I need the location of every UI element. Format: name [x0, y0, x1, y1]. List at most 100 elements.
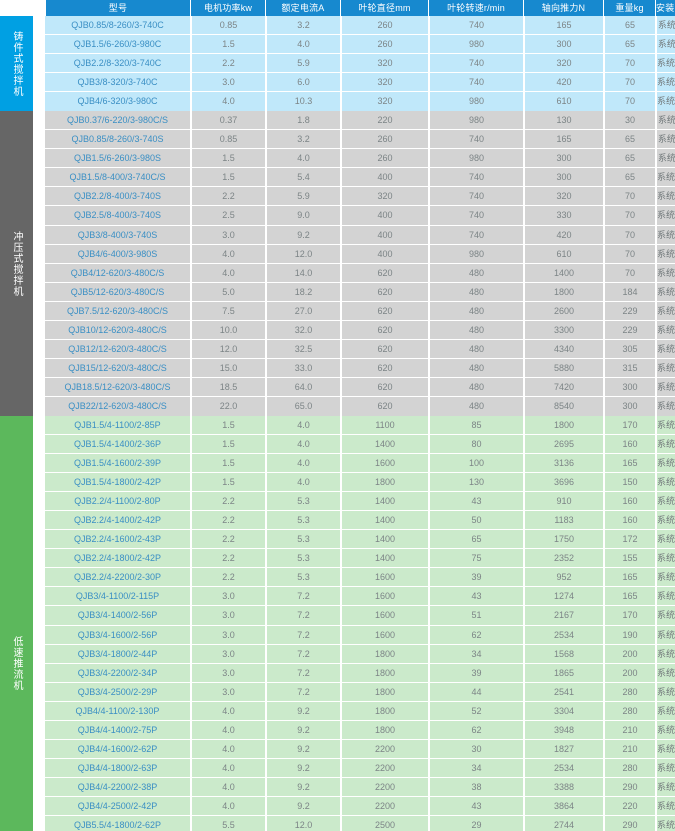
- table-row[interactable]: QJB3/4-1600/2-56P 3.07.21600622534190系统Ⅳ: [45, 625, 675, 645]
- cell-install-system: 系统Ⅳ: [655, 587, 675, 606]
- table-row[interactable]: QJB2.2/4-1100/2-80P 2.25.3140043910160系统Ⅳ: [45, 492, 675, 512]
- cell-axial-thrust: 7420: [523, 377, 603, 396]
- table-row[interactable]: QJB5/12-620/3-480C/S 5.0 18.2 620 480 1800 184…: [45, 282, 675, 302]
- table-row[interactable]: QJB4/6-320/3-980C 4.010.332098061070系统Ⅱ: [45, 92, 675, 112]
- cell-impeller-diameter: 1400: [340, 492, 428, 511]
- table-row[interactable]: QJB2.2/4-1400/2-42P 2.2 5.3 1400 50 1183 160 系统…: [45, 511, 675, 531]
- cell-impeller-speed: 51: [428, 606, 523, 625]
- table-row[interactable]: QJB4/4-1400/2-75P 4.09.21800623948210系统Ⅳ: [45, 720, 675, 740]
- cell-rated-current: 5.3: [265, 549, 340, 568]
- table-row[interactable]: QJB2.2/4-2200/2-30P 2.25.3160039952165系统Ⅳ: [45, 568, 675, 588]
- table-row[interactable]: QJB10/12-620/3-480C/S 10.0 32.0 620 480 3300 2…: [45, 320, 675, 340]
- table-row[interactable]: QJB15/12-620/3-480C/S 15.0 33.0 620 480 5880 3…: [45, 358, 675, 378]
- table-row[interactable]: QJB2.2/4-1600/2-43P 2.2 5.3 1400 65 1750 172 系统…: [45, 530, 675, 550]
- table-row[interactable]: QJB0.37/6-220/3-980C/S 0.37 1.8 220 980 130 30…: [45, 111, 675, 131]
- cell-weight: 172: [603, 530, 655, 549]
- table-row[interactable]: QJB1.5/6-260/3-980S 1.54.026098030065系统Ⅰ: [45, 149, 675, 169]
- cell-impeller-speed: 980: [428, 111, 523, 130]
- cell-install-system: 系统Ⅳ: [655, 663, 675, 682]
- cell-weight: 315: [603, 358, 655, 377]
- cell-install-system: 系统Ⅱ: [655, 244, 675, 263]
- cell-impeller-speed: 39: [428, 663, 523, 682]
- cell-install-system: 系统Ⅱ: [655, 339, 675, 358]
- cell-motor-power: 1.5: [190, 149, 265, 168]
- cell-install-system: 系统Ⅳ: [655, 701, 675, 720]
- table-row[interactable]: QJB2.5/8-400/3-740S 2.59.040074033070系统Ⅱ: [45, 206, 675, 226]
- cell-rated-current: 4.0: [265, 415, 340, 435]
- cell-model: QJB3/4-1400/2-56P: [77, 610, 158, 621]
- cell-axial-thrust: 1274: [523, 587, 603, 606]
- cell-model: QJB5/12-620/3-480C/S: [70, 286, 165, 297]
- table-row[interactable]: QJB1.5/4-1100/2-85P 1.5 4.0 1100 85 1800 170 系统…: [45, 415, 675, 436]
- cell-model: QJB4/6-320/3-980C: [77, 96, 158, 107]
- cell-impeller-diameter: 2200: [340, 777, 428, 796]
- table-row[interactable]: QJB22/12-620/3-480C/S 22.0 65.0 620 480 8540 3…: [45, 396, 675, 416]
- table-row[interactable]: QJB1.5/8-400/3-740C/S 1.5 5.4 400 740 300 65 系统…: [45, 168, 675, 188]
- cell-weight: 290: [603, 777, 655, 796]
- cell-rated-current: 10.3: [265, 92, 340, 112]
- cell-axial-thrust: 300: [523, 168, 603, 187]
- table-row[interactable]: QJB12/12-620/3-480C/S 12.0 32.5 620 480 4340 3…: [45, 339, 675, 359]
- cell-impeller-speed: 480: [428, 339, 523, 358]
- table-row[interactable]: QJB3/4-1800/2-44P 3.07.21800341568200系统Ⅳ: [45, 644, 675, 664]
- cell-impeller-diameter: 1400: [340, 435, 428, 454]
- cell-rated-current: 9.2: [265, 225, 340, 244]
- table-row[interactable]: QJB3/4-1100/2-115P 3.07.21600431274165系统Ⅳ: [45, 587, 675, 607]
- cell-impeller-speed: 65: [428, 530, 523, 549]
- cell-impeller-speed: 34: [428, 644, 523, 663]
- cell-axial-thrust: 1865: [523, 663, 603, 682]
- table-row[interactable]: QJB3/8-320/3-740C 3.06.032074042070系统Ⅱ: [45, 73, 675, 93]
- cell-impeller-speed: 740: [428, 206, 523, 225]
- table-row[interactable]: QJB1.5/4-1400/2-36P 1.5 4.0 1400 80 2695 160 系统…: [45, 435, 675, 455]
- cell-impeller-diameter: 1600: [340, 587, 428, 606]
- cell-weight: 280: [603, 701, 655, 720]
- table-row[interactable]: QJB4/4-1600/2-62P 4.09.22200301827210系统Ⅳ: [45, 739, 675, 759]
- cell-impeller-speed: 43: [428, 492, 523, 511]
- table-row[interactable]: QJB1.5/4-1800/2-42P 1.5 4.0 1800 130 3696 150 系…: [45, 473, 675, 493]
- table-row[interactable]: QJB4/4-2500/2-42P 4.09.22200433864220系统Ⅳ: [45, 796, 675, 816]
- table-row[interactable]: QJB4/12-620/3-480C/S 4.0 14.0 620 480 1400 70 系…: [45, 263, 675, 283]
- cell-rated-current: 32.5: [265, 339, 340, 358]
- table-row[interactable]: QJB4/4-1800/2-63P 4.09.22200342534280系统Ⅳ: [45, 758, 675, 778]
- cell-axial-thrust: 3304: [523, 701, 603, 720]
- cell-weight: 65: [603, 130, 655, 149]
- table-row[interactable]: QJB7.5/12-620/3-480C/S 7.5 27.0 620 480 2600 2…: [45, 301, 675, 321]
- cell-impeller-speed: 44: [428, 682, 523, 701]
- cell-axial-thrust: 610: [523, 92, 603, 112]
- cell-model: QJB12/12-620/3-480C/S: [68, 343, 167, 354]
- cell-motor-power: 4.0: [190, 777, 265, 796]
- table-row[interactable]: QJB1.5/4-1600/2-39P 1.5 4.0 1600 100 3136 165 系…: [45, 454, 675, 474]
- cell-weight: 70: [603, 244, 655, 263]
- cell-impeller-diameter: 260: [340, 130, 428, 149]
- cell-weight: 280: [603, 758, 655, 777]
- table-row[interactable]: QJB1.5/6-260/3-980C 1.54.026098030065系统Ⅰ: [45, 35, 675, 55]
- table-row[interactable]: QJB0.85/8-260/3-740S 0.853.226074016565系统…: [45, 130, 675, 150]
- cell-motor-power: 15.0: [190, 358, 265, 377]
- cell-model: QJB3/4-1600/2-56P: [77, 629, 158, 640]
- cell-rated-current: 5.3: [265, 511, 340, 530]
- cell-motor-power: 7.5: [190, 301, 265, 320]
- table-section: 冲压式搅拌机 QJB0.37/6-220/3-980C/S 0.37 1.8 220 98…: [0, 111, 675, 416]
- cell-impeller-speed: 740: [428, 168, 523, 187]
- table-row[interactable]: QJB0.85/8-260/3-740C 0.853.226074016565系统…: [45, 16, 675, 36]
- cell-impeller-diameter: 620: [340, 339, 428, 358]
- cell-axial-thrust: 1183: [523, 511, 603, 530]
- cell-model: QJB4/4-1800/2-63P: [77, 762, 158, 773]
- table-row[interactable]: QJB4/6-400/3-980S 4.012.040098061070系统Ⅱ: [45, 244, 675, 264]
- table-row[interactable]: QJB2.2/4-1800/2-42P 2.2 5.3 1400 75 2352 155 系统…: [45, 549, 675, 569]
- table-row[interactable]: QJB3/4-1400/2-56P 3.07.21600512167170系统Ⅳ: [45, 606, 675, 626]
- table-row[interactable]: QJB3/8-400/3-740S 3.09.240074042070系统Ⅱ: [45, 225, 675, 245]
- cell-model: QJB7.5/12-620/3-480C/S: [66, 305, 169, 316]
- table-row[interactable]: QJB3/4-2500/2-29P 3.07.21800442541280系统Ⅳ: [45, 682, 675, 702]
- cell-motor-power: 4.0: [190, 263, 265, 282]
- table-row[interactable]: QJB18.5/12-620/3-480C/S 18.5 64.0 620 480 742…: [45, 377, 675, 397]
- table-row[interactable]: QJB4/4-1100/2-130P 4.09.21800523304280系统Ⅳ: [45, 701, 675, 721]
- table-row[interactable]: QJB4/4-2200/2-38P 4.09.22200383388290系统Ⅳ: [45, 777, 675, 797]
- cell-impeller-speed: 980: [428, 92, 523, 112]
- cell-motor-power: 5.0: [190, 282, 265, 301]
- table-row[interactable]: QJB3/4-2200/2-34P 3.07.21800391865200系统Ⅳ: [45, 663, 675, 683]
- table-row[interactable]: QJB5.5/4-1800/2-62P 5.5 12.0 2500 29 2744 290 系…: [45, 815, 675, 831]
- table-section: 铸件式搅拌机 QJB0.85/8-260/3-740C 0.85 3.2 260 740 1…: [0, 16, 675, 112]
